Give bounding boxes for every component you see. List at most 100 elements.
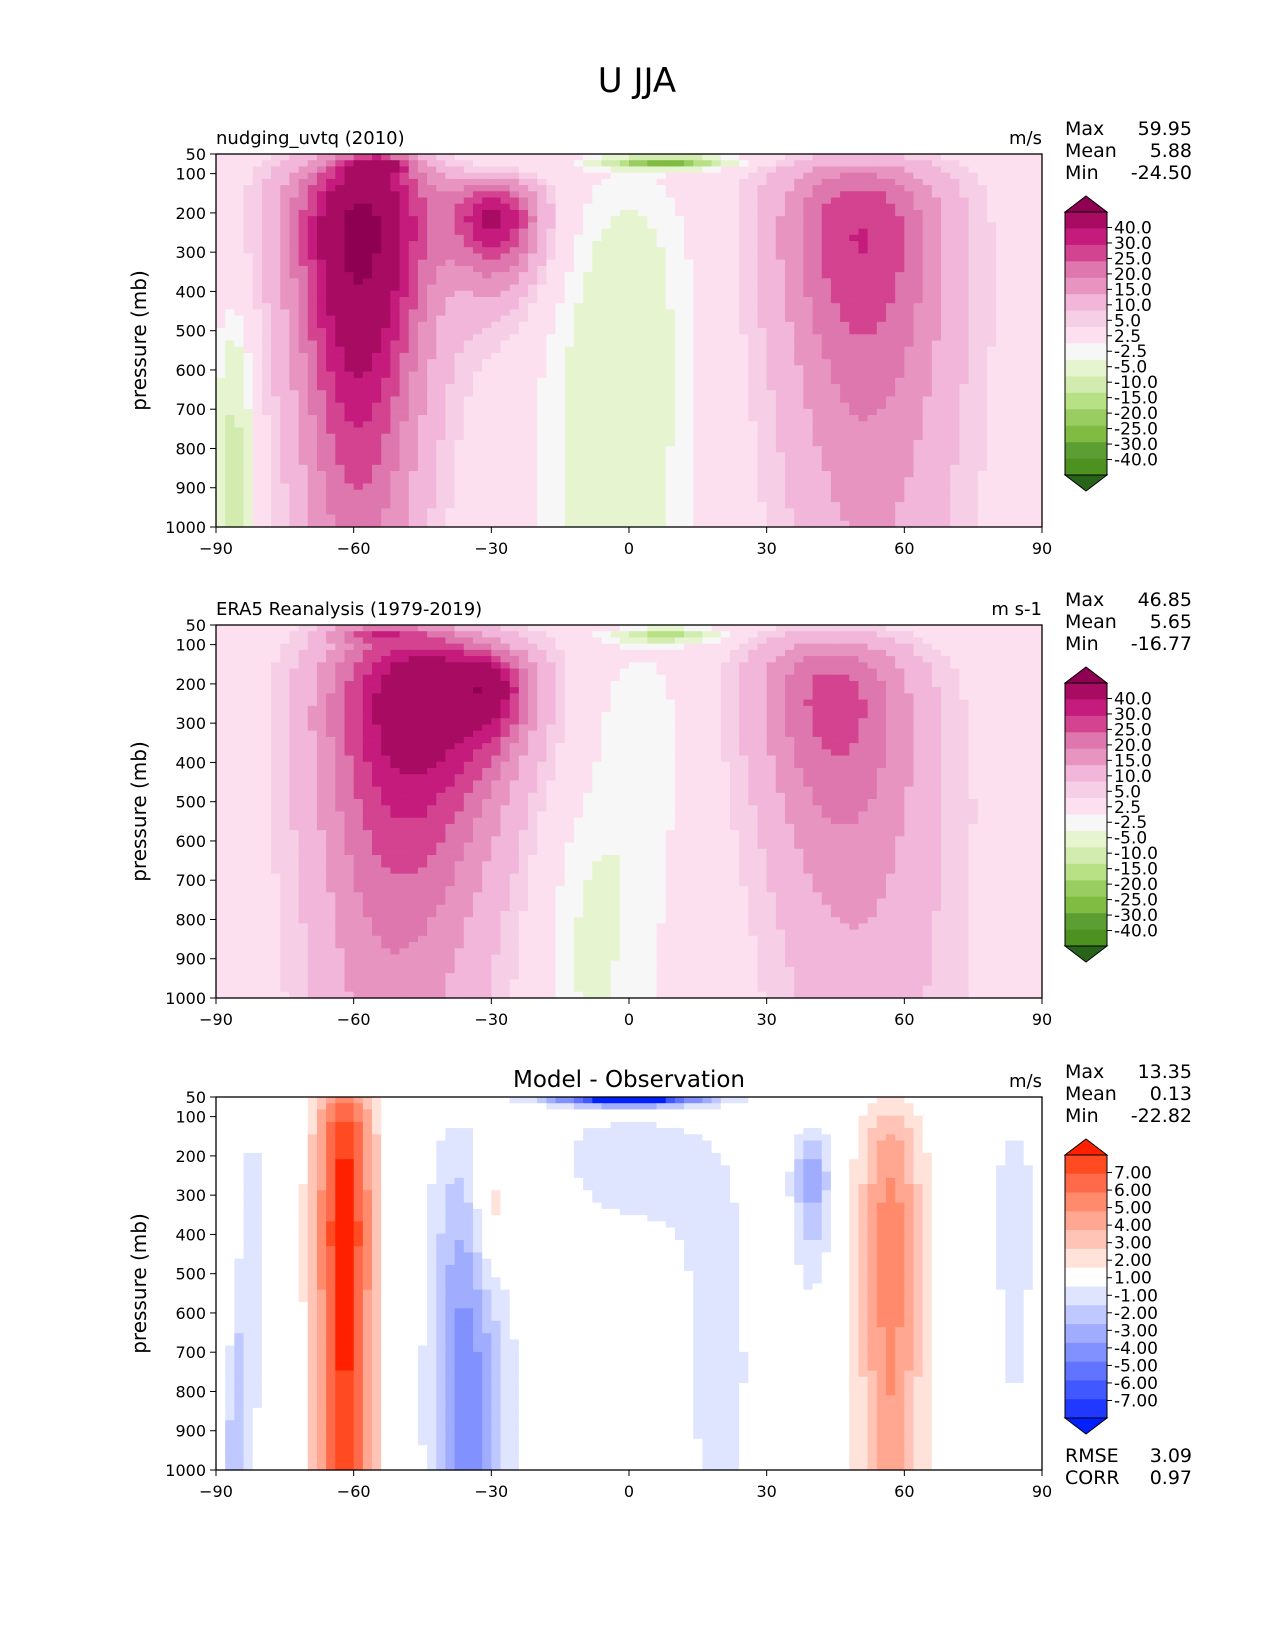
colorbar-label: -30.0 xyxy=(1114,435,1158,455)
stat-label: Mean xyxy=(1065,611,1117,633)
x-tick-label: −90 xyxy=(199,1010,233,1029)
colorbar-label: 40.0 xyxy=(1114,218,1152,238)
colorbar-label: -5.0 xyxy=(1114,358,1147,378)
colorbar-swatch xyxy=(1065,277,1107,295)
colorbar-label: -30.0 xyxy=(1114,906,1158,926)
y-tick-label: 700 xyxy=(175,400,206,419)
x-tick-label: −90 xyxy=(199,539,233,558)
colorbar-swatch xyxy=(1065,896,1107,914)
panel-title: Model - Observation xyxy=(513,1067,745,1093)
stat-value: 59.95 xyxy=(1138,118,1192,140)
colorbar-swatch xyxy=(1065,343,1107,361)
colorbar-label: 20.0 xyxy=(1114,265,1152,285)
colorbar-label: -2.00 xyxy=(1114,1304,1158,1324)
colorbar-swatch xyxy=(1065,1211,1107,1231)
colorbar-swatch xyxy=(1065,392,1107,410)
stat-value: 5.88 xyxy=(1150,140,1192,162)
x-tick-label: −30 xyxy=(474,539,508,558)
colorbar-swatch xyxy=(1065,781,1107,799)
x-tick-label: −60 xyxy=(337,1010,371,1029)
colorbar-label: 10.0 xyxy=(1114,296,1152,316)
stat-value: 5.65 xyxy=(1150,611,1192,633)
colorbar-frame xyxy=(1064,1154,1108,1419)
colorbar-label: 2.5 xyxy=(1114,327,1141,347)
metric-label: RMSE xyxy=(1065,1445,1119,1467)
colorbar-swatch xyxy=(1065,880,1107,897)
stat-label: Min xyxy=(1065,162,1099,184)
y-tick-label: 200 xyxy=(175,675,206,694)
colorbar-frame xyxy=(1064,211,1108,476)
panel-title: ERA5 Reanalysis (1979-2019) xyxy=(216,599,482,620)
y-tick-label: 400 xyxy=(175,282,206,301)
y-tick-label: 900 xyxy=(175,950,206,969)
panel-title: nudging_uvtq (2010) xyxy=(216,128,405,149)
stat-value: 46.85 xyxy=(1138,589,1192,611)
colorbar-swatch xyxy=(1065,1286,1107,1306)
y-tick-label: 100 xyxy=(175,165,206,184)
x-tick-label: 30 xyxy=(756,539,776,558)
x-tick-label: 0 xyxy=(624,1010,634,1029)
colorbar-label: -25.0 xyxy=(1114,420,1158,440)
colorbar-label: -2.5 xyxy=(1114,342,1147,362)
y-tick-label: 900 xyxy=(175,1422,206,1441)
colorbar-extend-max xyxy=(1063,195,1109,213)
metrics-block: RMSE 3.09 CORR 0.97 xyxy=(1065,1445,1192,1489)
units-label: m/s xyxy=(1009,128,1042,149)
x-tick-label: 0 xyxy=(624,1482,634,1501)
panels: nudging_uvtq (2010) m/s501002003004005006… xyxy=(127,118,1192,1501)
colorbar-frame xyxy=(1064,682,1108,947)
colorbar-swatch xyxy=(1065,425,1107,443)
x-tick-label: −30 xyxy=(474,1010,508,1029)
stat-value: -22.82 xyxy=(1131,1105,1192,1127)
colorbar-label: -1.00 xyxy=(1114,1286,1158,1306)
x-tick-label: 60 xyxy=(894,1482,914,1501)
y-axis-label: pressure (mb) xyxy=(127,1213,151,1354)
stat-value: 0.13 xyxy=(1150,1083,1192,1105)
colorbar-label: -20.0 xyxy=(1114,875,1158,895)
colorbar-label: 7.00 xyxy=(1114,1164,1152,1184)
y-tick-label: 700 xyxy=(175,871,206,890)
x-tick-label: 90 xyxy=(1032,539,1052,558)
colorbar-label: -7.00 xyxy=(1114,1391,1158,1411)
colorbar-swatch xyxy=(1065,715,1107,733)
colorbar-label: 5.00 xyxy=(1114,1199,1152,1219)
x-tick-label: −30 xyxy=(474,1482,508,1501)
colorbar-label: -40.0 xyxy=(1114,451,1158,471)
colorbar-swatch xyxy=(1065,1305,1107,1325)
stats-block: Max 46.85 Mean 5.65 Min -16.77 xyxy=(1065,589,1192,655)
colorbar-swatch xyxy=(1065,1399,1107,1419)
colorbar-label: 30.0 xyxy=(1114,705,1152,725)
colorbar-swatch xyxy=(1065,1230,1107,1250)
y-tick-label: 800 xyxy=(175,910,206,929)
colorbar-label: -3.00 xyxy=(1114,1321,1158,1341)
y-tick-label: 400 xyxy=(175,753,206,772)
colorbar-swatch xyxy=(1065,814,1107,832)
colorbar-swatch xyxy=(1065,409,1107,426)
colorbar-label: 30.0 xyxy=(1114,234,1152,254)
colorbar-swatch xyxy=(1065,798,1107,815)
units-label: m s-1 xyxy=(991,599,1042,620)
colorbar-label: 3.00 xyxy=(1114,1234,1152,1254)
y-tick-label: 600 xyxy=(175,361,206,380)
colorbar-swatch xyxy=(1065,458,1107,476)
y-tick-label: 700 xyxy=(175,1343,206,1362)
units-label: m/s xyxy=(1009,1071,1042,1092)
metric-value: 0.97 xyxy=(1150,1467,1192,1489)
colorbar: 40.030.025.020.015.010.05.02.5-2.5-5.0-1… xyxy=(1063,666,1158,963)
colorbar-label: 2.00 xyxy=(1114,1251,1152,1271)
figure-title: U JJA xyxy=(598,61,676,101)
colorbar-swatch xyxy=(1065,1248,1107,1269)
y-tick-label: 50 xyxy=(186,145,206,164)
colorbar-swatch xyxy=(1065,1361,1107,1381)
colorbar-swatch xyxy=(1065,683,1107,700)
y-tick-label: 400 xyxy=(175,1225,206,1244)
colorbar-label: -6.00 xyxy=(1114,1374,1158,1394)
colorbar-label: -2.5 xyxy=(1114,813,1147,833)
colorbar-swatch xyxy=(1065,442,1107,459)
colorbar-swatch xyxy=(1065,1324,1107,1344)
colorbar-label: 25.0 xyxy=(1114,249,1152,269)
x-tick-label: 60 xyxy=(894,1010,914,1029)
colorbar-swatch xyxy=(1065,748,1107,766)
y-tick-label: 100 xyxy=(175,1108,206,1127)
